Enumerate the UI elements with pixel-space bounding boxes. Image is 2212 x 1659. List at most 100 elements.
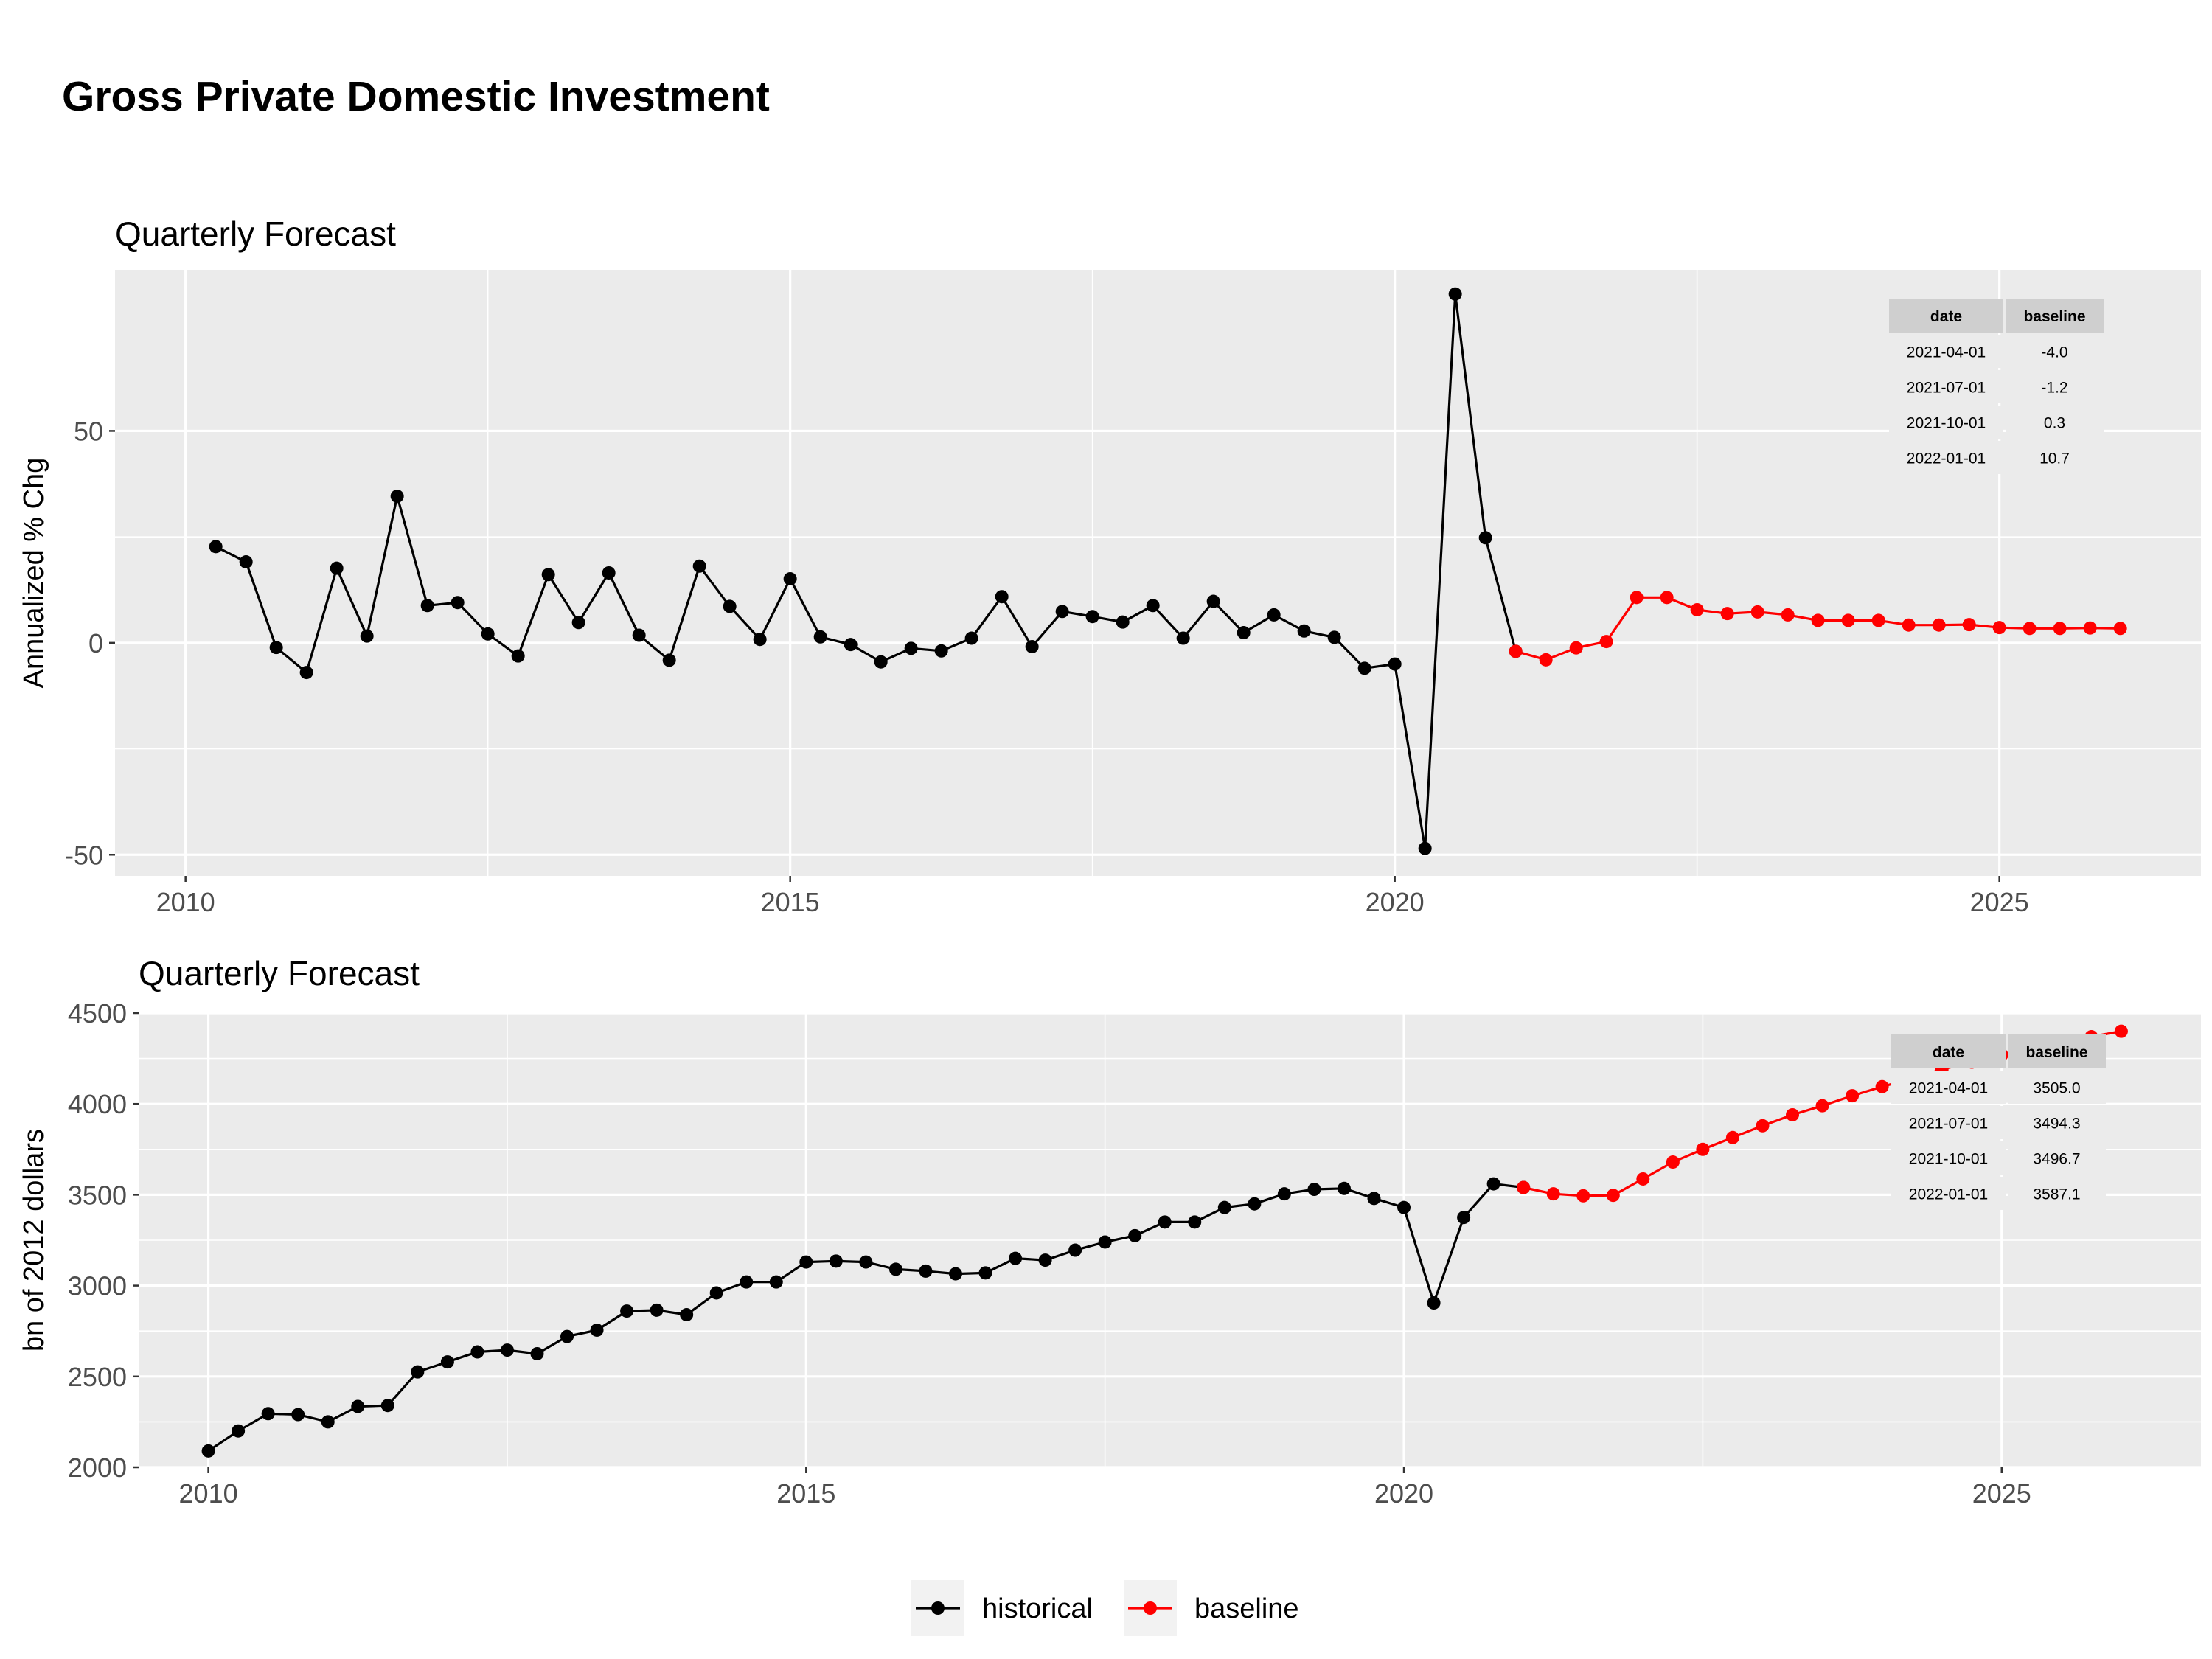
data-point-baseline [1630,591,1644,605]
data-point-historical [1486,1177,1500,1191]
data-point-historical [411,1365,425,1379]
data-point-historical [1068,1243,1082,1257]
data-point-baseline [2023,622,2037,636]
data-point-historical [1267,608,1281,622]
data-point-baseline [1666,1155,1680,1169]
data-point-historical [541,568,555,582]
data-point-historical [440,1355,454,1369]
data-point-historical [934,644,948,658]
table-cell [1891,1177,2006,1210]
x-tick-label: 2010 [156,887,215,917]
data-point-historical [261,1407,275,1421]
data-point-historical [1098,1235,1112,1249]
data-point-baseline [1696,1142,1710,1156]
data-point-historical [209,540,223,554]
data-point-baseline [1875,1079,1889,1093]
data-point-historical [1327,630,1341,644]
table-header-cell [1889,299,2003,333]
table-cell-value: 3494.3 [2033,1116,2080,1133]
data-point-historical [680,1308,694,1322]
data-point-historical [844,638,858,652]
data-point-historical [1388,657,1402,671]
y-tick-label: 2500 [68,1362,127,1392]
data-point-historical [874,655,888,669]
table-cell [2008,1141,2106,1175]
data-point-historical [360,629,374,643]
legend-marker-baseline [1144,1601,1157,1615]
data-point-baseline [1660,591,1674,605]
x-tick-label: 2010 [179,1478,238,1509]
data-point-baseline [1871,613,1885,627]
data-point-historical [530,1347,544,1360]
table-cell [1889,370,2003,403]
data-point-historical [1085,610,1099,624]
data-point-baseline [1546,1187,1560,1201]
data-point-historical [299,666,313,680]
data-point-historical [632,628,646,642]
data-point-historical [390,489,404,503]
data-point-baseline [1517,1180,1531,1194]
data-point-historical [420,599,434,613]
x-tick-label: 2025 [1970,887,2029,917]
panel-title: Quarterly Forecast [139,954,420,992]
data-point-historical [692,559,706,573]
table-cell [1891,1141,2006,1175]
data-point-historical [978,1266,992,1280]
y-tick-label: 0 [88,628,103,658]
data-point-historical [1009,1251,1023,1265]
table-cell-value: 2021-07-01 [1907,380,1986,397]
data-point-historical [1248,1197,1262,1211]
data-point-historical [571,616,585,630]
data-point-historical [753,633,767,647]
table-header-cell [2008,1034,2106,1068]
data-point-baseline [1841,613,1855,627]
table-cell-value: 3505.0 [2033,1080,2080,1097]
data-point-historical [723,599,737,613]
table-cell-value: 2021-07-01 [1909,1116,1988,1133]
y-tick-label: 4500 [68,998,127,1029]
chart-panel-1: 2010 2015 2020 2025 -50 0 50 Quarterly Forecast… [18,215,2201,917]
data-point-baseline [1992,621,2006,635]
x-tick-label: 2015 [761,887,820,917]
table-cell [1889,335,2003,368]
data-point-baseline [1569,641,1583,655]
data-point-historical [330,561,344,575]
table-cell [1891,1071,2006,1104]
table-cell-value: 2021-04-01 [1909,1080,1988,1097]
data-point-historical [560,1329,574,1343]
data-point-baseline [2113,622,2127,636]
data-point-historical [662,653,676,667]
data-point-historical [1357,661,1371,675]
data-point-historical [1146,599,1160,613]
y-axis-label: Annualized % Chg [18,458,49,689]
data-point-baseline [1815,1099,1829,1113]
data-point-historical [380,1399,394,1413]
data-point-baseline [1781,608,1795,622]
data-point-baseline [1786,1107,1800,1121]
data-point-baseline [1509,644,1523,658]
table-header-label: baseline [2023,308,2085,325]
data-point-historical [1418,841,1432,855]
data-point-historical [783,572,797,586]
table-header-cell [2006,299,2104,333]
data-point-historical [995,590,1009,604]
data-point-historical [201,1444,215,1458]
data-point-historical [1337,1181,1351,1195]
legend: historical baseline [911,1580,1299,1636]
data-point-historical [1055,605,1069,619]
y-tick-label: 2000 [68,1453,127,1483]
data-point-baseline [1606,1189,1620,1203]
data-point-historical [269,641,283,655]
data-point-historical [1176,631,1190,645]
data-point-historical [500,1343,514,1357]
main-title: Gross Private Domestic Investment [62,73,770,120]
data-point-historical [650,1303,664,1317]
data-point-historical [964,631,978,645]
data-point-baseline [1636,1172,1650,1186]
data-point-historical [590,1323,604,1337]
data-point-historical [321,1415,335,1429]
data-point-historical [351,1399,365,1413]
table-header-label: baseline [2025,1044,2087,1061]
data-point-historical [1367,1192,1381,1206]
